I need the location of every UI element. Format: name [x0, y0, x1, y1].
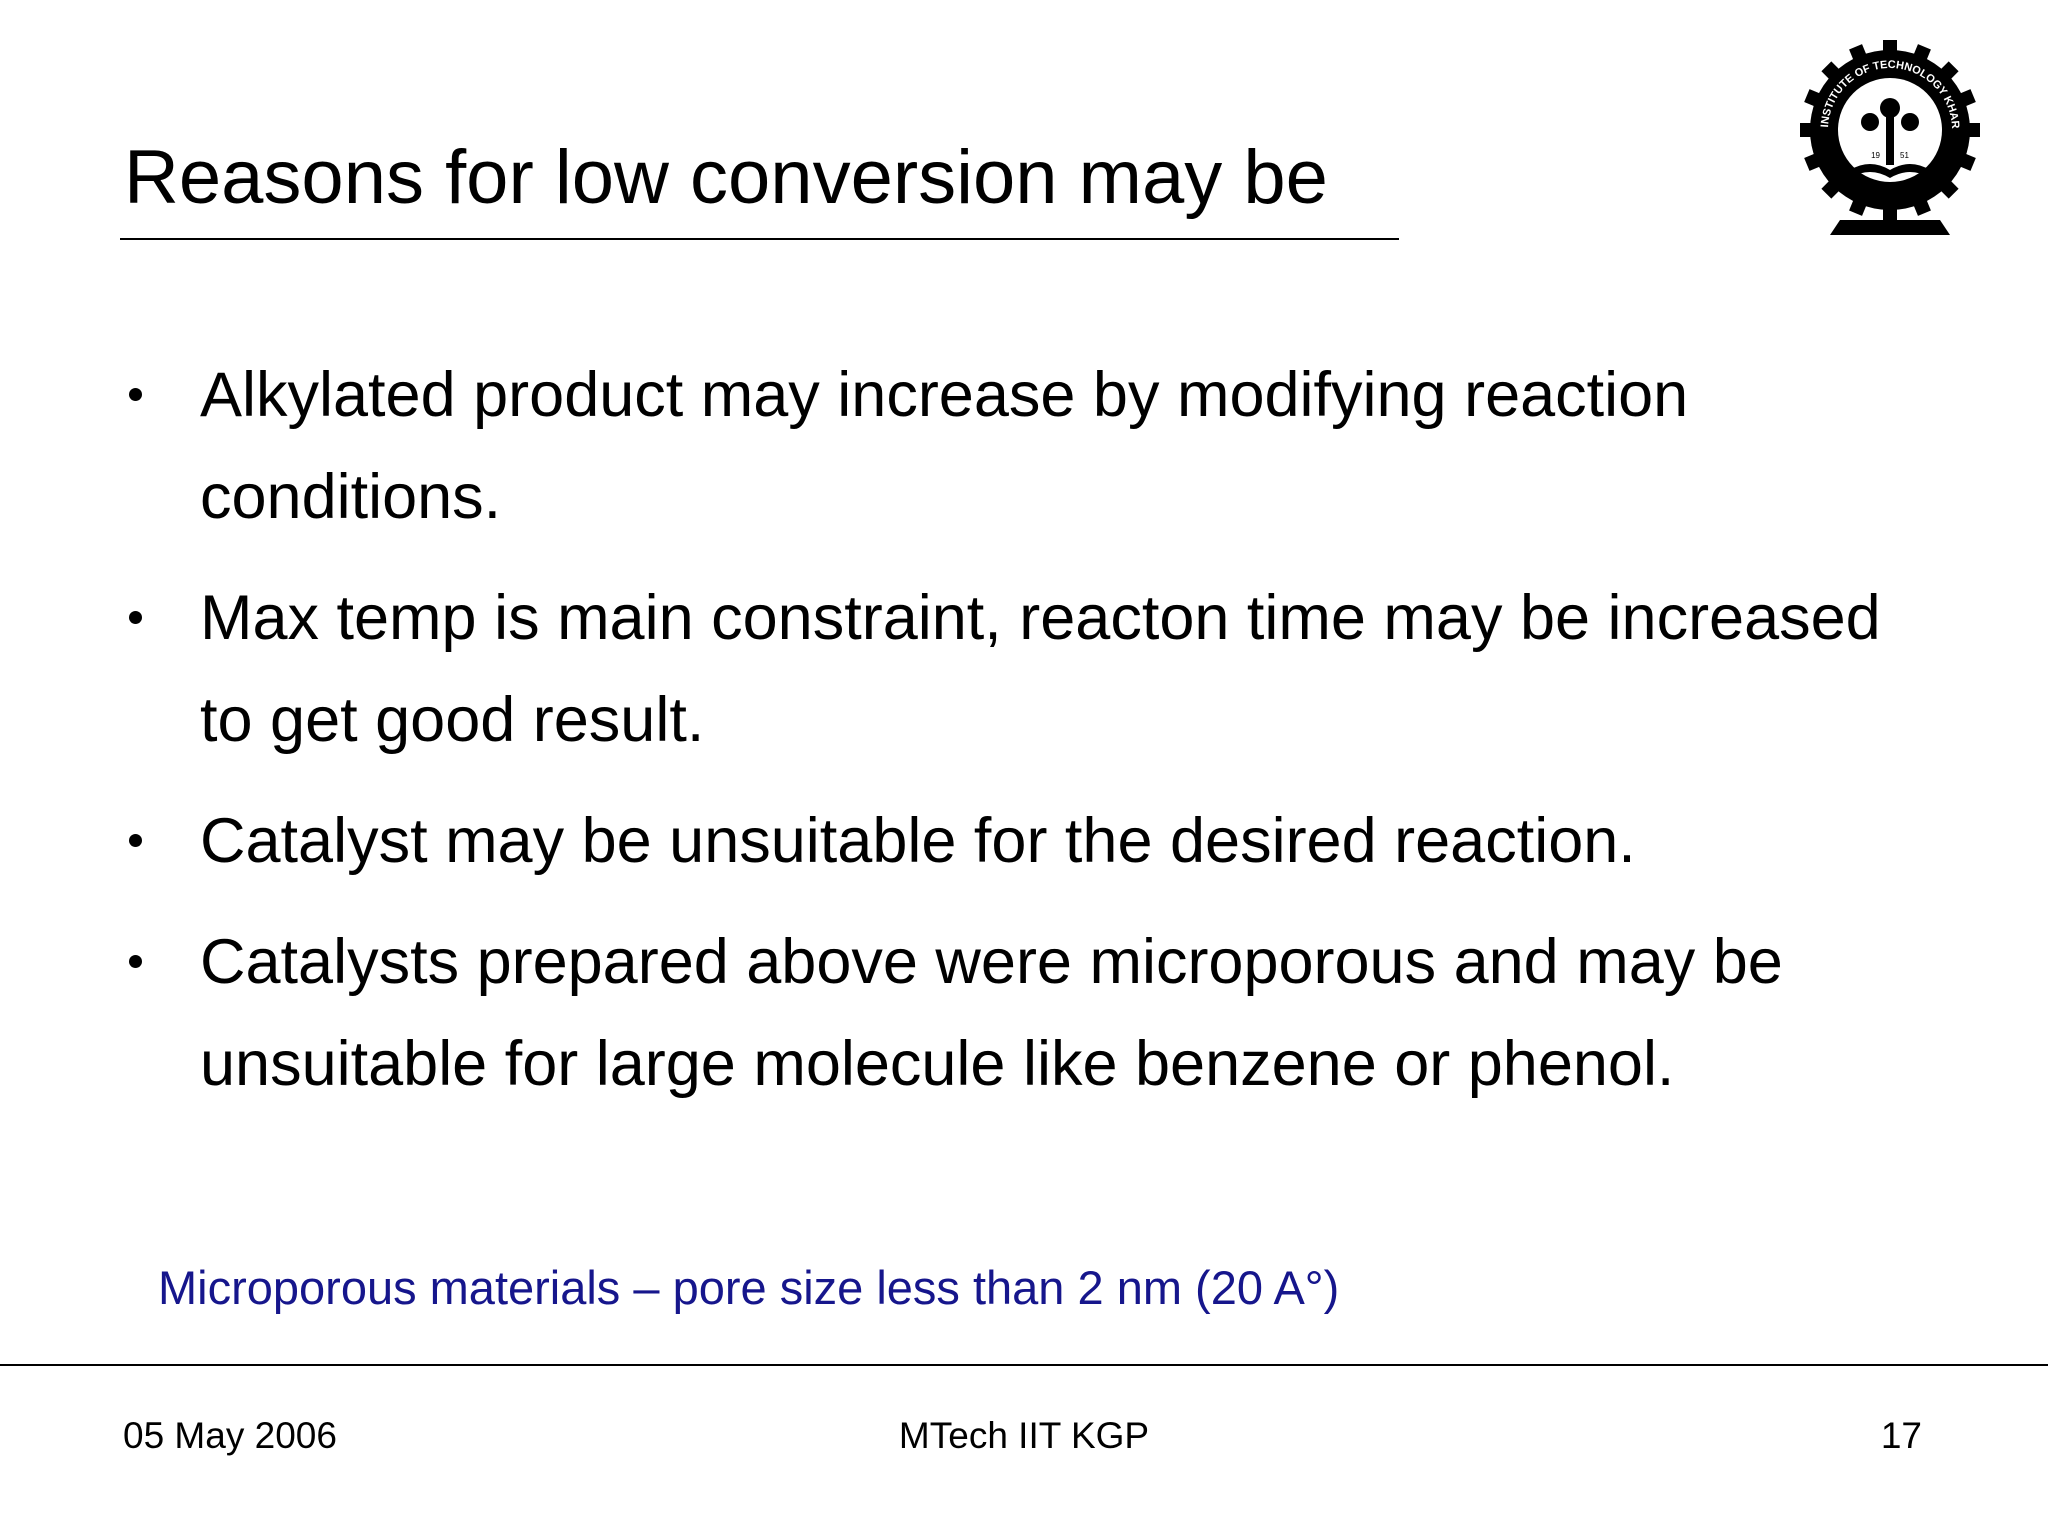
gear-tooth	[1849, 197, 1868, 216]
bullet-text: Catalysts prepared above were microporou…	[200, 927, 1783, 1099]
gear-tooth	[1883, 40, 1897, 54]
footnote: Microporous materials – pore size less t…	[158, 1261, 1340, 1314]
bullet-dot	[129, 388, 142, 401]
gear-tooth	[1800, 123, 1814, 137]
title-underline	[120, 238, 1399, 240]
bullet-item: Catalyst may be unsuitable for the desir…	[129, 790, 1935, 892]
bullet-text: Alkylated product may increase by modify…	[200, 360, 1689, 532]
gear-tooth	[1957, 152, 1976, 171]
gear-tooth	[1912, 44, 1931, 63]
bullet-item: Max temp is main constraint, reacton tim…	[129, 567, 1935, 771]
page-number: 17	[1880, 1415, 1922, 1456]
footer-center: MTech IIT KGP	[898, 1415, 1150, 1456]
bullet-dot	[129, 955, 142, 968]
gear-tooth	[1912, 197, 1931, 216]
footer-rule	[0, 1364, 2048, 1366]
bullet-item: Alkylated product may increase by modify…	[129, 344, 1935, 548]
footer-date: 05 May 2006	[123, 1415, 337, 1456]
gear-tooth	[1804, 152, 1823, 171]
bullet-list: Alkylated product may increase by modify…	[129, 344, 1935, 1134]
bullet-text: Max temp is main constraint, reacton tim…	[200, 583, 1881, 755]
gear-tooth	[1849, 44, 1868, 63]
gear-tooth	[1957, 89, 1976, 108]
bullet-dot	[129, 834, 142, 847]
motto-banner	[1830, 220, 1950, 235]
bullet-text: Catalyst may be unsuitable for the desir…	[200, 806, 1636, 876]
bullet-dot	[129, 611, 142, 624]
institute-logo: INDIAN INSTITUTE OF TECHNOLOGY KHARAGPUR…	[1800, 30, 1980, 235]
gear-tooth	[1804, 89, 1823, 108]
logo-year-right: 51	[1900, 151, 1909, 160]
gear-tooth	[1883, 206, 1897, 220]
tree	[1850, 98, 1930, 178]
gear-tooth	[1966, 123, 1980, 137]
bullet-item: Catalysts prepared above were microporou…	[129, 911, 1935, 1115]
logo-year-left: 19	[1871, 151, 1880, 160]
slide-title: Reasons for low conversion may be	[124, 135, 1328, 220]
